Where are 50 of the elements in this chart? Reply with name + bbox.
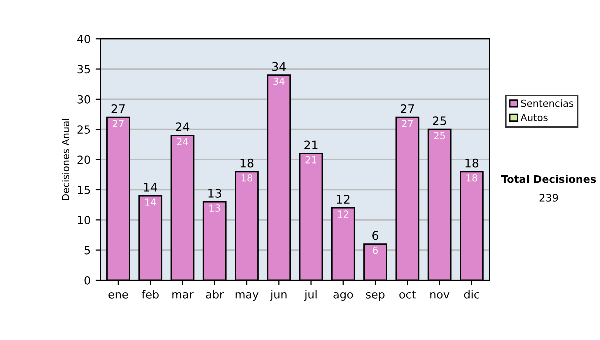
y-tick-label: 35 — [78, 65, 90, 74]
total-label: 21 — [304, 140, 318, 150]
data-label: 27 — [113, 120, 124, 128]
data-label: 27 — [402, 120, 414, 128]
total-label: 25 — [433, 116, 446, 126]
x-tick-label: jul — [304, 290, 317, 301]
data-label: 18 — [466, 174, 478, 182]
x-tick-label: ene — [108, 292, 128, 299]
legend-label: Autos — [520, 114, 548, 122]
text: 239 — [540, 194, 558, 202]
data-label: 12 — [338, 210, 349, 218]
total-label: 12 — [337, 195, 350, 204]
y-tick-label: 5 — [84, 246, 90, 255]
data-label: 18 — [242, 174, 253, 182]
x-tick-label: may — [236, 292, 259, 301]
x-tick-label: sep — [366, 292, 385, 301]
data-label: 21 — [306, 156, 317, 164]
data-label: 25 — [434, 132, 446, 140]
data-label: 14 — [145, 198, 156, 206]
x-tick-label: feb — [142, 290, 159, 299]
total-label: 14 — [144, 183, 158, 192]
total-label: 24 — [176, 122, 190, 132]
total-label: 34 — [272, 62, 286, 72]
legend-label: Sentencias — [521, 100, 574, 108]
y-tick-label: 10 — [78, 216, 90, 225]
total-label: 18 — [240, 158, 254, 168]
total-label: 6 — [372, 231, 379, 240]
text: Total Decisiones — [501, 175, 596, 184]
data-label: 6 — [373, 246, 378, 254]
x-tick-label: oct — [400, 290, 416, 299]
data-label: 24 — [177, 138, 188, 146]
y-tick-label: 0 — [84, 276, 90, 285]
data-label: 34 — [274, 78, 285, 86]
y-tick-label: 40 — [77, 35, 90, 44]
total-label: 27 — [112, 104, 125, 114]
y-axis-title: Decisiones Anual — [62, 119, 70, 200]
x-tick-label: mar — [172, 292, 194, 299]
y-tick-label: 25 — [78, 126, 90, 134]
x-tick-label: dic — [464, 290, 480, 299]
y-tick-label: 30 — [78, 95, 90, 104]
data-label: 13 — [210, 204, 220, 212]
total-label: 27 — [401, 104, 414, 114]
total-label: 13 — [208, 189, 222, 198]
y-tick-label: 20 — [78, 156, 90, 164]
x-tick-label: ago — [334, 292, 354, 301]
x-tick-label: abr — [206, 290, 224, 299]
x-tick-label: jun — [270, 290, 287, 301]
x-tick-label: nov — [430, 292, 450, 299]
total-label: 18 — [466, 158, 479, 168]
y-tick-label: 15 — [78, 186, 90, 194]
